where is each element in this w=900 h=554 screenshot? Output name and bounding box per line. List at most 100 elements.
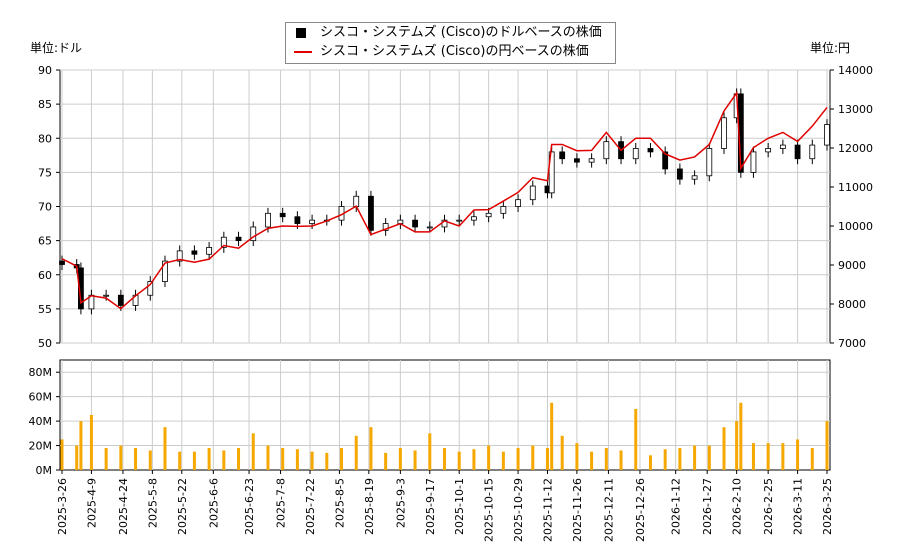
y-tick-label-jpy: 10000	[838, 220, 873, 233]
candle-body	[456, 219, 463, 222]
volume-bar	[119, 445, 123, 470]
volume-bar	[545, 448, 549, 470]
candle-body	[603, 141, 610, 160]
y-tick-label-volume: 20M	[29, 440, 53, 453]
candle-body	[368, 195, 374, 231]
volume-bar	[237, 448, 241, 470]
candle-body	[500, 206, 507, 214]
candle-body	[588, 158, 595, 163]
volume-bar	[428, 433, 432, 470]
candle-body	[279, 212, 286, 218]
left-unit-label: 単位:ドル	[30, 41, 83, 55]
candle-body	[426, 226, 433, 229]
volume-bar	[148, 450, 152, 470]
volume-bar	[604, 448, 608, 470]
legend: シスコ・システムズ (Cisco)のドルベースの株価 シスコ・システムズ (Ci…	[285, 22, 616, 64]
candle-body	[309, 219, 315, 224]
candle-body	[559, 151, 566, 160]
candle-body	[779, 144, 786, 149]
volume-bar	[207, 448, 211, 470]
volume-bar	[398, 448, 402, 470]
y-tick-label-jpy: 14000	[838, 64, 873, 77]
volume-bar	[735, 421, 739, 470]
x-tick-label: 2025-10-15	[483, 478, 496, 542]
legend-item-usd: シスコ・システムズ (Cisco)のドルベースの株価	[286, 23, 615, 42]
legend-item-jpy: シスコ・システムズ (Cisco)の円ベースの株価	[286, 42, 615, 61]
volume-bar	[104, 448, 108, 470]
candle-body	[265, 212, 271, 228]
jpy-price-line	[61, 90, 828, 310]
volume-bar	[413, 450, 417, 470]
candle-body	[294, 216, 301, 224]
x-tick-label: 2025-3-26	[56, 478, 69, 535]
volume-bar	[178, 451, 182, 470]
volume-bar	[134, 448, 138, 470]
volume-bar	[60, 439, 64, 470]
volume-bar	[487, 445, 491, 470]
candle-body	[382, 223, 389, 231]
volume-bar	[575, 443, 579, 470]
volume-bar	[192, 451, 196, 470]
x-tick-label: 2025-9-17	[424, 478, 437, 535]
candle-body	[176, 250, 183, 262]
x-tick-label: 2026-3-25	[821, 478, 834, 535]
volume-bar	[79, 421, 83, 470]
volume-bar	[693, 445, 697, 470]
y-tick-label-usd: 55	[38, 303, 52, 316]
volume-bar	[516, 448, 520, 470]
x-tick-label: 2025-8-19	[363, 478, 376, 535]
x-tick-label: 2026-2-25	[762, 478, 775, 535]
volume-bar	[310, 451, 314, 470]
candle-body	[250, 226, 257, 242]
volume-bar	[340, 448, 344, 470]
candle-body	[794, 144, 801, 160]
volume-bar	[810, 448, 814, 470]
volume-bar	[163, 427, 167, 470]
x-tick-label: 2025-8-5	[333, 478, 346, 528]
volume-bar	[457, 451, 461, 470]
candle-body	[59, 260, 65, 265]
candle-body	[235, 236, 242, 242]
candle-body	[574, 158, 580, 163]
y-tick-label-jpy: 13000	[838, 103, 873, 116]
candle-body	[147, 281, 154, 296]
y-tick-label-usd: 80	[38, 132, 52, 145]
candle-body	[647, 148, 654, 153]
volume-bar	[281, 448, 285, 470]
y-tick-label-usd: 50	[38, 337, 52, 350]
volume-bar	[325, 452, 329, 470]
y-tick-label-usd: 90	[38, 64, 52, 77]
volume-bar	[222, 450, 226, 470]
x-tick-label: 2026-2-10	[731, 478, 744, 535]
volume-bar	[796, 439, 800, 470]
legend-swatch-jpy	[294, 50, 312, 53]
candle-body	[191, 250, 198, 255]
candle-body	[691, 175, 698, 180]
x-tick-label: 2025-6-23	[243, 478, 256, 535]
volume-bar	[781, 443, 785, 470]
candle-body	[750, 151, 757, 173]
candle-body	[103, 294, 110, 297]
candle-body	[662, 151, 669, 170]
legend-swatch-usd	[296, 27, 306, 38]
volume-bar	[707, 445, 711, 470]
volume-bar	[369, 427, 373, 470]
x-tick-label: 2025-4-24	[117, 478, 130, 535]
candle-body	[721, 117, 727, 149]
volume-bar	[251, 433, 255, 470]
y-tick-label-volume: 80M	[29, 366, 53, 379]
x-tick-label: 2025-12-11	[602, 478, 615, 542]
candle-body	[632, 148, 639, 160]
y-tick-label-jpy: 7000	[838, 337, 866, 350]
volume-bar	[825, 421, 829, 470]
candle-body	[78, 267, 84, 310]
volume-bar	[648, 455, 652, 470]
candle-body	[353, 195, 360, 207]
y-tick-label-volume: 0M	[36, 464, 53, 477]
candle-body	[117, 294, 124, 306]
candle-body	[809, 144, 816, 160]
y-tick-label-usd: 60	[38, 269, 52, 282]
volume-bar	[472, 449, 476, 470]
